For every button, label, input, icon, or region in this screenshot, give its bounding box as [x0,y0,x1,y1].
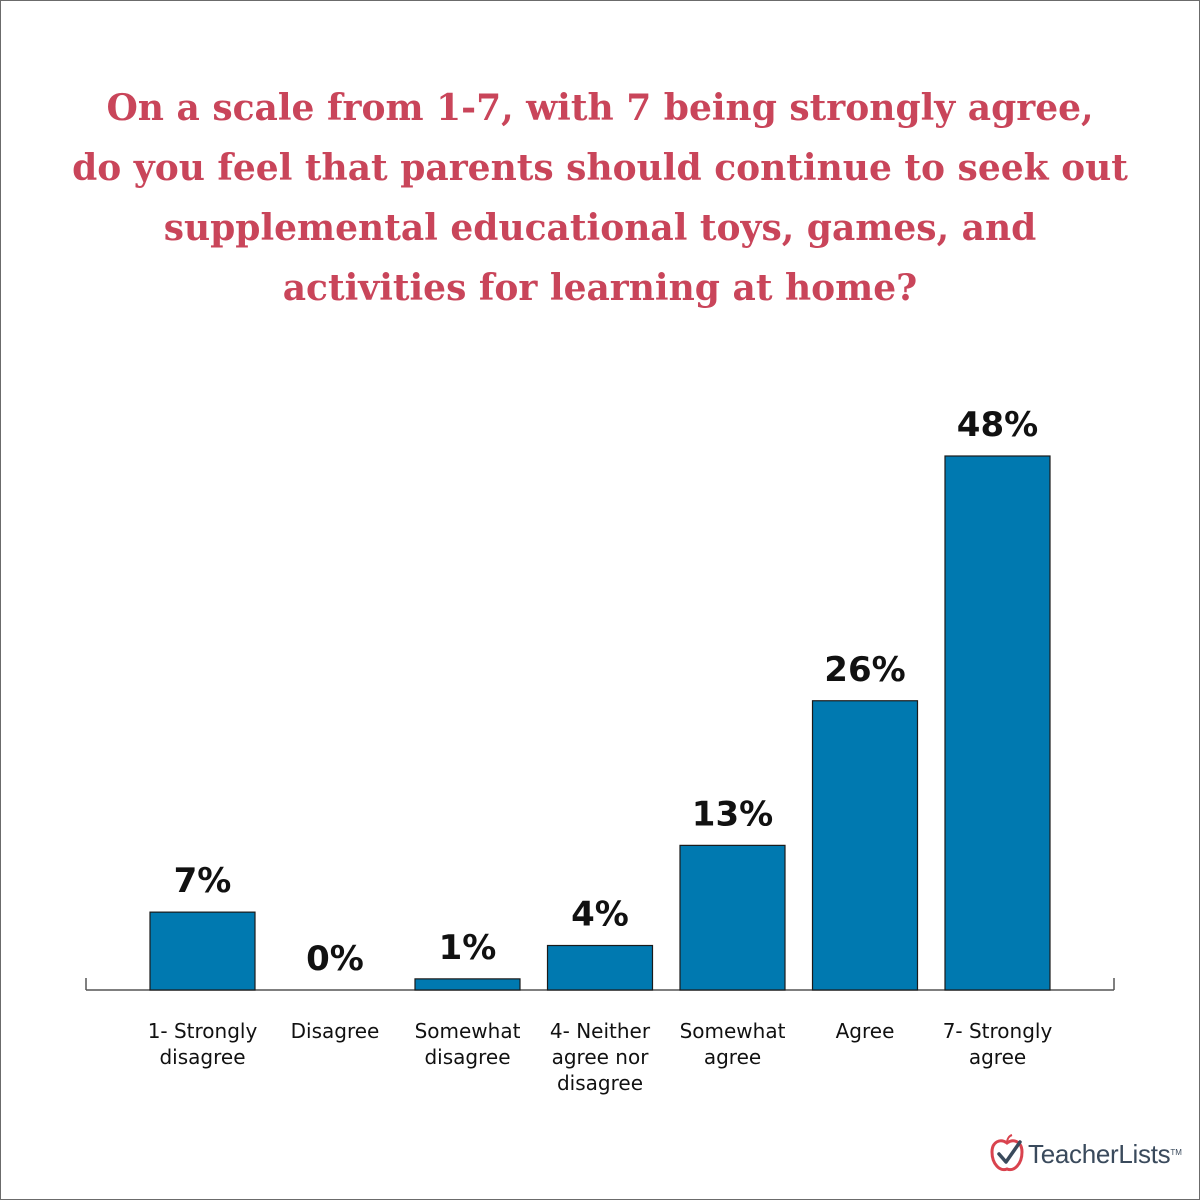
value-label-4: 4% [571,895,629,935]
category-label-5-line-1: Somewhat [680,1019,786,1043]
title-line-1: On a scale from 1-7, with 7 being strong… [106,87,1094,129]
category-label-1: 1- Strongly disagree [148,1019,258,1069]
bar-7 [944,455,1051,991]
title-line-4: activities for learning at home? [282,267,918,309]
chart-title: On a scale from 1-7, with 7 being strong… [60,78,1140,318]
bar-3 [414,978,521,991]
category-label-4-line-3: disagree [557,1071,643,1095]
category-label-3-line-1: Somewhat [415,1019,521,1043]
category-label-2: Disagree [291,1019,380,1043]
category-label-4-line-2: agree nor [552,1045,650,1069]
value-label-5: 13% [692,794,773,834]
title-line-2: do you feel that parents should continue… [72,147,1128,189]
category-label-7-line-2: agree [969,1045,1026,1069]
category-label-2-line-1: Disagree [291,1019,380,1043]
category-label-4: 4- Neither agree nor disagree [550,1019,651,1095]
category-label-6-line-1: Agree [836,1019,895,1043]
category-label-3-line-2: disagree [424,1045,510,1069]
bar-4 [546,944,654,991]
category-label-6: Agree [836,1019,895,1043]
category-label-1-line-2: disagree [159,1045,245,1069]
category-label-7-line-1: 7- Strongly [943,1019,1053,1043]
value-label-7: 48% [957,405,1038,445]
teacherlists-logo: TeacherLists TM [990,1134,1182,1174]
value-label-3: 1% [439,928,497,968]
bar-6 [811,700,919,991]
category-label-3: Somewhat disagree [415,1019,521,1069]
title-line-3: supplemental educational toys, games, an… [163,207,1037,249]
logo-trademark: TM [1170,1148,1182,1157]
bar-5 [679,844,786,991]
value-label-6: 26% [824,650,905,690]
category-label-5-line-2: agree [704,1045,761,1069]
category-label-1-line-1: 1- Strongly [148,1019,258,1043]
value-label-2: 0% [306,939,364,979]
logo-text: TeacherLists [1028,1138,1171,1169]
category-label-7: 7- Strongly agree [943,1019,1053,1069]
apple-check-icon [990,1134,1024,1172]
value-label-1: 7% [174,861,232,901]
category-label-5: Somewhat agree [680,1019,786,1069]
bar-1 [149,911,256,991]
category-label-4-line-1: 4- Neither [550,1019,651,1043]
